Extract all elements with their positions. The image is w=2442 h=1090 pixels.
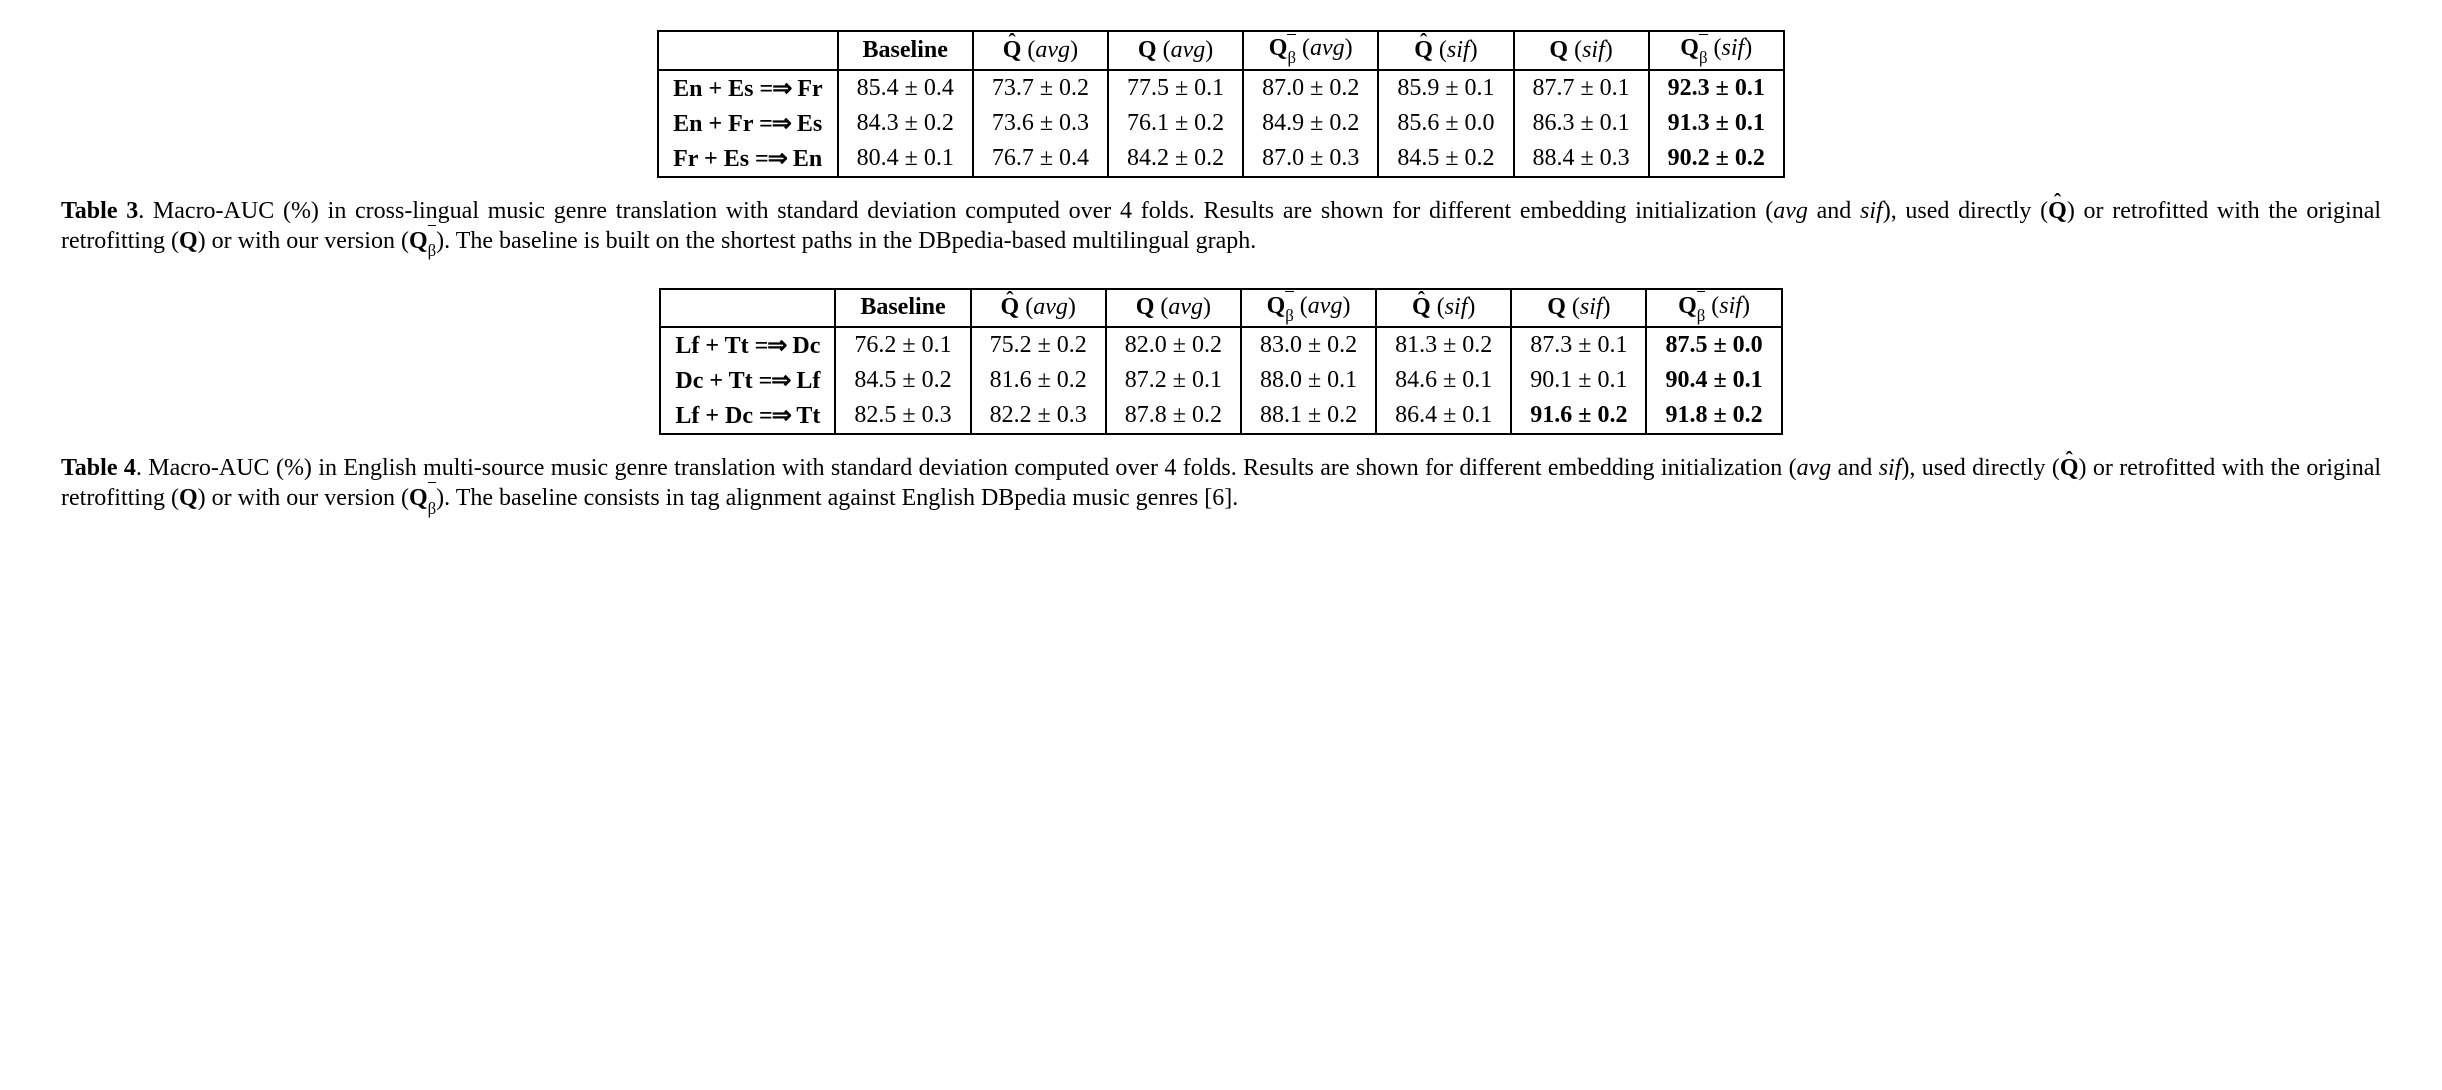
cell-qhat_sif: 84.6 ± 0.1	[1376, 363, 1511, 398]
table-row: Fr + Es =⇒ En80.4 ± 0.176.7 ± 0.484.2 ± …	[658, 141, 1784, 177]
cell-qbeta_sif: 92.3 ± 0.1	[1649, 70, 1784, 106]
cell-baseline: 85.4 ± 0.4	[838, 70, 973, 106]
header-qhat-avg: Q (avg)	[971, 289, 1106, 328]
table-4-header-row: Baseline Q (avg) Q (avg) Qβ (avg) Q (sif…	[660, 289, 1781, 328]
header-qhat-avg: Q (avg)	[973, 31, 1108, 70]
header-baseline: Baseline	[838, 31, 973, 70]
cell-baseline: 84.5 ± 0.2	[835, 363, 970, 398]
cell-qhat_sif: 81.3 ± 0.2	[1376, 327, 1511, 363]
header-qhat-sif: Q (sif)	[1378, 31, 1513, 70]
caption-number: Table 3	[61, 198, 138, 224]
cell-qbeta_sif: 90.2 ± 0.2	[1649, 141, 1784, 177]
cell-q_avg: 87.8 ± 0.2	[1106, 398, 1241, 434]
row-label: Dc + Tt =⇒ Lf	[660, 363, 835, 398]
cell-qhat_avg: 82.2 ± 0.3	[971, 398, 1106, 434]
cell-qhat_sif: 86.4 ± 0.1	[1376, 398, 1511, 434]
cell-qbeta_avg: 87.0 ± 0.3	[1243, 141, 1378, 177]
cell-qhat_avg: 81.6 ± 0.2	[971, 363, 1106, 398]
header-q-sif: Q (sif)	[1511, 289, 1646, 328]
table-4-body: Lf + Tt =⇒ Dc76.2 ± 0.175.2 ± 0.282.0 ± …	[660, 327, 1781, 434]
header-empty	[658, 31, 838, 70]
cell-qhat_avg: 76.7 ± 0.4	[973, 141, 1108, 177]
table-row: En + Fr =⇒ Es84.3 ± 0.273.6 ± 0.376.1 ± …	[658, 106, 1784, 141]
table-3-header-row: Baseline Q (avg) Q (avg) Qβ (avg) Q (sif…	[658, 31, 1784, 70]
cell-q_sif: 91.6 ± 0.2	[1511, 398, 1646, 434]
header-q-avg: Q (avg)	[1108, 31, 1243, 70]
header-empty	[660, 289, 835, 328]
header-qbeta-sif: Qβ (sif)	[1646, 289, 1781, 328]
table-3-caption: Table 3. Macro-AUC (%) in cross-lingual …	[61, 196, 2381, 260]
header-q-sif: Q (sif)	[1514, 31, 1649, 70]
cell-baseline: 76.2 ± 0.1	[835, 327, 970, 363]
cell-qbeta_sif: 90.4 ± 0.1	[1646, 363, 1781, 398]
cell-qbeta_avg: 88.0 ± 0.1	[1241, 363, 1376, 398]
cell-qbeta_avg: 88.1 ± 0.2	[1241, 398, 1376, 434]
header-qhat-sif: Q (sif)	[1376, 289, 1511, 328]
cell-q_sif: 90.1 ± 0.1	[1511, 363, 1646, 398]
cell-qhat_sif: 85.9 ± 0.1	[1378, 70, 1513, 106]
cell-qhat_sif: 84.5 ± 0.2	[1378, 141, 1513, 177]
cell-q_avg: 87.2 ± 0.1	[1106, 363, 1241, 398]
cell-qbeta_avg: 83.0 ± 0.2	[1241, 327, 1376, 363]
cell-qbeta_sif: 87.5 ± 0.0	[1646, 327, 1781, 363]
cell-q_sif: 86.3 ± 0.1	[1514, 106, 1649, 141]
cell-qhat_avg: 75.2 ± 0.2	[971, 327, 1106, 363]
cell-q_sif: 87.7 ± 0.1	[1514, 70, 1649, 106]
cell-baseline: 84.3 ± 0.2	[838, 106, 973, 141]
cell-qhat_avg: 73.6 ± 0.3	[973, 106, 1108, 141]
cell-q_sif: 88.4 ± 0.3	[1514, 141, 1649, 177]
cell-q_avg: 76.1 ± 0.2	[1108, 106, 1243, 141]
cell-q_avg: 82.0 ± 0.2	[1106, 327, 1241, 363]
table-4-caption: Table 4. Macro-AUC (%) in English multi-…	[61, 453, 2381, 517]
cell-qbeta_avg: 84.9 ± 0.2	[1243, 106, 1378, 141]
table-3: Baseline Q (avg) Q (avg) Qβ (avg) Q (sif…	[657, 30, 1785, 178]
header-qbeta-avg: Qβ (avg)	[1243, 31, 1378, 70]
header-baseline: Baseline	[835, 289, 970, 328]
row-label: En + Es =⇒ Fr	[658, 70, 838, 106]
table-row: Lf + Tt =⇒ Dc76.2 ± 0.175.2 ± 0.282.0 ± …	[660, 327, 1781, 363]
cell-qhat_sif: 85.6 ± 0.0	[1378, 106, 1513, 141]
table-4: Baseline Q (avg) Q (avg) Qβ (avg) Q (sif…	[659, 288, 1782, 436]
cell-q_avg: 77.5 ± 0.1	[1108, 70, 1243, 106]
header-qbeta-avg: Qβ (avg)	[1241, 289, 1376, 328]
caption-number: Table 4	[61, 455, 136, 481]
header-qbeta-sif: Qβ (sif)	[1649, 31, 1784, 70]
cell-q_sif: 87.3 ± 0.1	[1511, 327, 1646, 363]
cell-baseline: 80.4 ± 0.1	[838, 141, 973, 177]
cell-qhat_avg: 73.7 ± 0.2	[973, 70, 1108, 106]
cell-qbeta_sif: 91.3 ± 0.1	[1649, 106, 1784, 141]
table-row: En + Es =⇒ Fr85.4 ± 0.473.7 ± 0.277.5 ± …	[658, 70, 1784, 106]
cell-baseline: 82.5 ± 0.3	[835, 398, 970, 434]
table-3-body: En + Es =⇒ Fr85.4 ± 0.473.7 ± 0.277.5 ± …	[658, 70, 1784, 177]
header-q-avg: Q (avg)	[1106, 289, 1241, 328]
row-label: En + Fr =⇒ Es	[658, 106, 838, 141]
cell-qbeta_avg: 87.0 ± 0.2	[1243, 70, 1378, 106]
table-row: Dc + Tt =⇒ Lf84.5 ± 0.281.6 ± 0.287.2 ± …	[660, 363, 1781, 398]
cell-q_avg: 84.2 ± 0.2	[1108, 141, 1243, 177]
row-label: Lf + Tt =⇒ Dc	[660, 327, 835, 363]
row-label: Lf + Dc =⇒ Tt	[660, 398, 835, 434]
cell-qbeta_sif: 91.8 ± 0.2	[1646, 398, 1781, 434]
table-row: Lf + Dc =⇒ Tt82.5 ± 0.382.2 ± 0.387.8 ± …	[660, 398, 1781, 434]
row-label: Fr + Es =⇒ En	[658, 141, 838, 177]
